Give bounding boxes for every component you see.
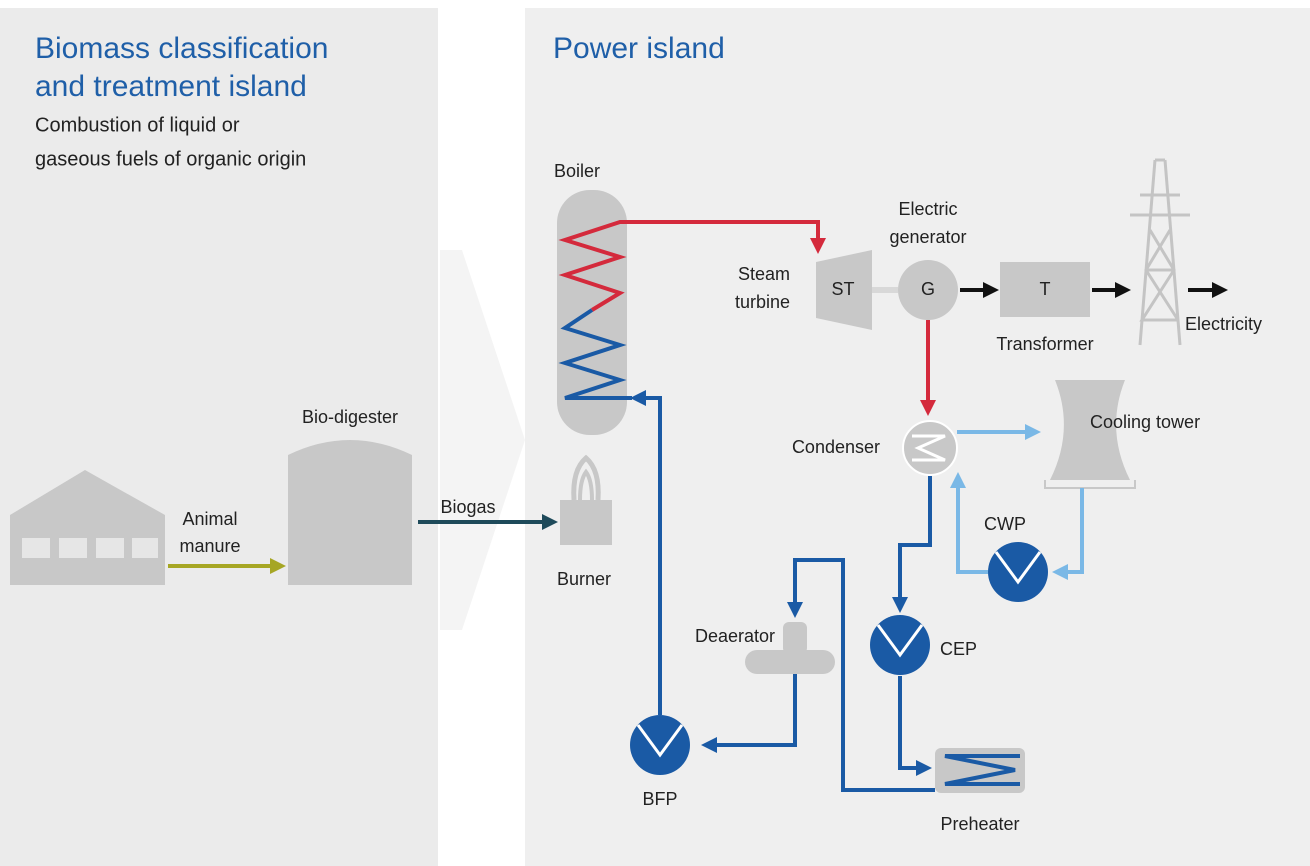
pump-cwp (988, 542, 1048, 602)
pump-cep (870, 615, 930, 675)
label: Boiler (554, 161, 600, 181)
flow-chevron (440, 250, 525, 630)
label: CEP (940, 639, 977, 659)
label: turbine (735, 292, 790, 312)
pylon (1130, 158, 1190, 346)
cooling-tower (1044, 380, 1136, 489)
label: CWP (984, 514, 1026, 534)
water-coil (558, 308, 632, 400)
label: Bio-digester (302, 407, 398, 427)
condenser (902, 420, 958, 476)
label: Electric (898, 199, 957, 219)
label: Burner (557, 569, 611, 589)
pump-bfp (630, 715, 690, 775)
panel-title: Biomass classification (35, 32, 328, 65)
steam-line (558, 220, 826, 312)
label: T (1040, 279, 1051, 299)
flow-arrow (892, 476, 932, 613)
panel-title: Power island (553, 32, 725, 65)
label: BFP (642, 789, 677, 809)
left-panel (0, 8, 438, 866)
deaerator (745, 622, 835, 674)
flow-arrow (630, 390, 662, 715)
barn (10, 470, 165, 585)
flow-arrow (701, 674, 797, 753)
panel-subtitle: gaseous fuels of organic origin (35, 148, 306, 170)
label: Preheater (940, 814, 1019, 834)
flow-arrow (787, 558, 935, 792)
label: Transformer (996, 334, 1093, 354)
label: Deaerator (695, 626, 775, 646)
flow-arrow (1052, 488, 1084, 580)
label: ST (831, 279, 854, 299)
panel-subtitle: Combustion of liquid or (35, 114, 240, 136)
generator (898, 260, 958, 320)
panel-title: and treatment island (35, 70, 307, 103)
label: Steam (738, 264, 790, 284)
label: Animal (182, 509, 237, 529)
label: Biogas (440, 497, 495, 517)
flow-arrow (950, 472, 988, 574)
steam-turbine (816, 250, 872, 330)
transformer (1000, 262, 1090, 317)
label: Condenser (792, 437, 880, 457)
label: generator (889, 227, 966, 247)
label: manure (179, 536, 240, 556)
bio-digester (288, 440, 412, 585)
boiler (557, 190, 627, 435)
label: G (921, 279, 935, 299)
label: Cooling tower (1090, 412, 1200, 432)
label: Electricity (1185, 314, 1262, 334)
burner (560, 454, 612, 545)
flow-arrow (898, 676, 932, 776)
preheater (935, 748, 1025, 793)
